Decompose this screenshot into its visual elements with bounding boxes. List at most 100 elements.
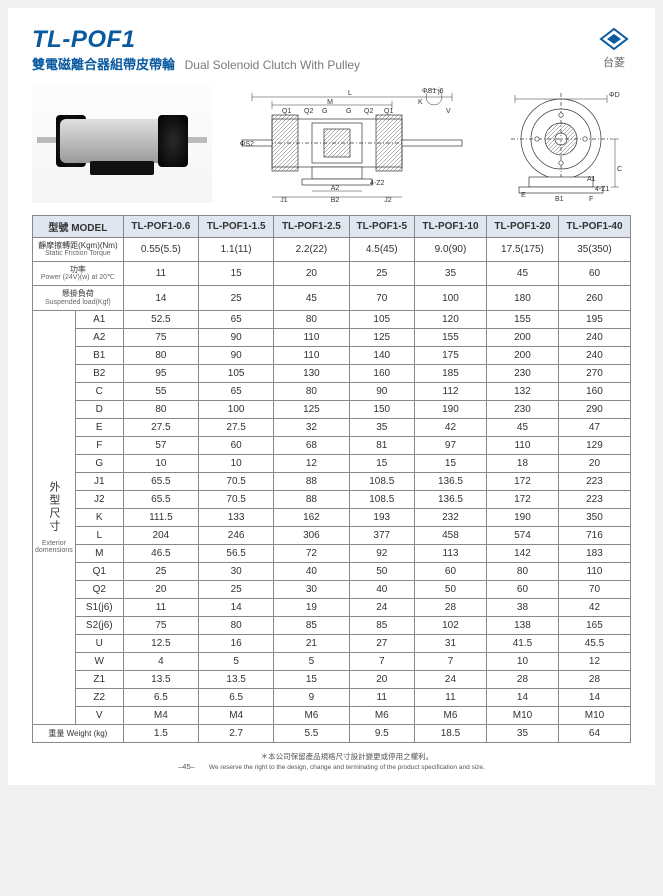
dim-Q2b: Q2 bbox=[364, 108, 373, 115]
dim-Q1b: Q1 bbox=[384, 108, 393, 115]
dim-cell: 110 bbox=[274, 346, 349, 364]
dim-cell: 27 bbox=[349, 634, 414, 652]
dim-cell: 132 bbox=[486, 382, 558, 400]
dim-cell: M6 bbox=[349, 706, 414, 724]
photo-base bbox=[90, 161, 154, 175]
dim-cell: 350 bbox=[558, 508, 630, 526]
dim-cell: 133 bbox=[199, 508, 274, 526]
dim-cell: 110 bbox=[486, 436, 558, 454]
spec-cell: 9.0(90) bbox=[414, 238, 486, 262]
dim-row: VM4M4M6M6M6M10M10 bbox=[33, 706, 631, 724]
dim-cell: 142 bbox=[486, 544, 558, 562]
dim-key: Z2 bbox=[75, 688, 123, 706]
dim-cell: 716 bbox=[558, 526, 630, 544]
footer-note-cn: ＊本公司保留產品規格尺寸設計變更或停用之權利。 bbox=[261, 752, 434, 761]
dim-cell: M4 bbox=[123, 706, 198, 724]
dim-row: M46.556.57292113142183 bbox=[33, 544, 631, 562]
dim-cell: 20 bbox=[558, 454, 630, 472]
weight-cell: 18.5 bbox=[414, 724, 486, 742]
dim-cell: 140 bbox=[349, 346, 414, 364]
dim-key: V bbox=[75, 706, 123, 724]
dim-L: L bbox=[348, 90, 352, 97]
dim-key: F bbox=[75, 436, 123, 454]
dim-cell: 95 bbox=[123, 364, 198, 382]
spec-cell: 25 bbox=[199, 286, 274, 310]
spec-cell: 11 bbox=[123, 262, 198, 286]
dim-cell: 90 bbox=[199, 346, 274, 364]
dim-cell: 11 bbox=[414, 688, 486, 706]
dim-cell: M10 bbox=[558, 706, 630, 724]
dim-cell: 80 bbox=[123, 346, 198, 364]
dim-cell: 110 bbox=[274, 328, 349, 346]
dim-cell: 15 bbox=[274, 670, 349, 688]
dim-cell: 24 bbox=[414, 670, 486, 688]
diagram-side-view: L M Q1 Q2 G G Q2 Q1 K ΦS1 j6 V bbox=[222, 83, 482, 203]
dim-cell: 50 bbox=[414, 580, 486, 598]
dim-key: A2 bbox=[75, 328, 123, 346]
dim-cell: 7 bbox=[414, 652, 486, 670]
dim-S2: ΦS2 bbox=[239, 141, 253, 148]
dim-cell: 6.5 bbox=[123, 688, 198, 706]
model-col: TL-POF1-10 bbox=[414, 216, 486, 238]
dim-cell: 11 bbox=[349, 688, 414, 706]
dim-cell: 138 bbox=[486, 616, 558, 634]
dim-cell: 204 bbox=[123, 526, 198, 544]
dim-cell: M4 bbox=[199, 706, 274, 724]
dim-cell: 70.5 bbox=[199, 472, 274, 490]
dim-key: A1 bbox=[75, 310, 123, 328]
dim-row: B18090110140175200240 bbox=[33, 346, 631, 364]
spec-row: 靜摩擦轉距(Kgm)(Nm)Static Friction Torque0.55… bbox=[33, 238, 631, 262]
photo-pulley-right bbox=[158, 115, 188, 167]
model-col: TL-POF1-2.5 bbox=[274, 216, 349, 238]
dim-row: U12.51621273141.545.5 bbox=[33, 634, 631, 652]
dim-cell: 458 bbox=[414, 526, 486, 544]
dim-cell: 90 bbox=[199, 328, 274, 346]
dim-cell: 21 bbox=[274, 634, 349, 652]
dim-cell: 68 bbox=[274, 436, 349, 454]
dim-row: J265.570.588108.5136.5172223 bbox=[33, 490, 631, 508]
dim-key: Q2 bbox=[75, 580, 123, 598]
dim-cell: 80 bbox=[123, 400, 198, 418]
dim-Q1: Q1 bbox=[282, 108, 291, 115]
dim-key: S2(j6) bbox=[75, 616, 123, 634]
spec-label: 功率Power (24V)(w) at 20℃ bbox=[33, 262, 124, 286]
dim-row: Q1253040506080110 bbox=[33, 562, 631, 580]
dim-G1: G bbox=[322, 108, 327, 115]
dim-cell: 90 bbox=[349, 382, 414, 400]
dim-cell: 172 bbox=[486, 490, 558, 508]
dim-cell: M6 bbox=[274, 706, 349, 724]
dim-V: V bbox=[446, 108, 451, 115]
dim-cell: 108.5 bbox=[349, 490, 414, 508]
dim-cell: 24 bbox=[349, 598, 414, 616]
dim-cell: 85 bbox=[349, 616, 414, 634]
dim-A2: A2 bbox=[330, 185, 339, 192]
model-header-row: 型號 MODEL TL-POF1-0.6 TL-POF1-1.5 TL-POF1… bbox=[33, 216, 631, 238]
spec-cell: 25 bbox=[349, 262, 414, 286]
dim-cell: 240 bbox=[558, 346, 630, 364]
spec-cell: 100 bbox=[414, 286, 486, 310]
dim-cell: 129 bbox=[558, 436, 630, 454]
dim-B2: B2 bbox=[330, 197, 339, 203]
weight-cell: 64 bbox=[558, 724, 630, 742]
model-col: TL-POF1-40 bbox=[558, 216, 630, 238]
dim-cell: 14 bbox=[486, 688, 558, 706]
dim-cell: 230 bbox=[486, 400, 558, 418]
dim-S1: ΦS1 j6 bbox=[422, 88, 444, 95]
dim-cell: 60 bbox=[199, 436, 274, 454]
dim-cell: 10 bbox=[123, 454, 198, 472]
dim-key: Q1 bbox=[75, 562, 123, 580]
dim-cell: 35 bbox=[349, 418, 414, 436]
subtitle-cn: 雙電磁離合器組帶皮帶輪 bbox=[32, 57, 175, 72]
dim-cell: 200 bbox=[486, 346, 558, 364]
dim-cell: 6.5 bbox=[199, 688, 274, 706]
dim-cell: 45 bbox=[486, 418, 558, 436]
dim-cell: 130 bbox=[274, 364, 349, 382]
dim-cell: 155 bbox=[486, 310, 558, 328]
spec-cell: 1.1(11) bbox=[199, 238, 274, 262]
footer-note: ＊本公司保留產品規格尺寸設計變更或停用之權利。 We reserve the r… bbox=[209, 751, 485, 771]
dim-cell: 136.5 bbox=[414, 472, 486, 490]
dim-M: M bbox=[327, 99, 333, 106]
dim-row: E27.527.53235424547 bbox=[33, 418, 631, 436]
dim-cell: 28 bbox=[486, 670, 558, 688]
dim-G2: G bbox=[346, 108, 351, 115]
